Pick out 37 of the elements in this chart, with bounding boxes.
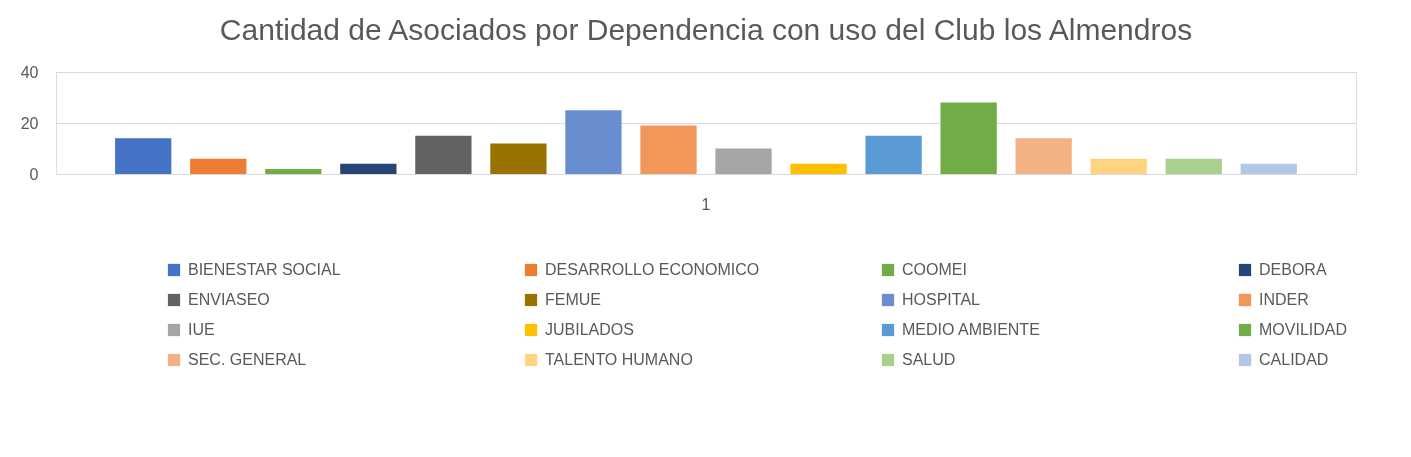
x-tick-label: 1 [701,195,711,213]
bar [715,148,772,174]
bar [940,102,997,174]
bar [565,110,622,174]
legend-label: CALIDAD [1259,351,1329,368]
bar [490,143,547,174]
legend-label: MOVILIDAD [1259,321,1348,338]
bar [640,125,697,174]
y-tick-label: 0 [29,165,39,183]
bar [1240,163,1297,174]
legend-label: HOSPITAL [902,291,981,308]
bar [1090,158,1147,174]
legend-label: IUE [188,321,215,338]
bar [1015,138,1072,174]
legend-label: MEDIO AMBIENTE [902,321,1040,338]
legend-label: SALUD [902,351,956,368]
bar [190,158,247,174]
bar [115,138,172,174]
legend-label: SEC. GENERAL [188,351,307,368]
legend-label: DEBORA [1259,261,1327,278]
bar [790,163,847,174]
legend-label: INDER [1259,291,1309,308]
chart-title: Cantidad de Asociados por Dependencia con uso del Club los Almendros [219,13,1193,46]
legend-label: JUBILADOS [545,321,634,338]
legend-label: COOMEI [902,261,967,278]
legend-label: FEMUE [545,291,601,308]
bar [340,163,397,174]
bar [415,135,472,174]
bar [265,168,322,174]
bar [1165,158,1222,174]
legend-label: TALENTO HUMANO [545,351,693,368]
legend-label: BIENESTAR SOCIAL [188,261,341,278]
legend-label: ENVIASEO [188,291,270,308]
y-tick-label: 20 [20,114,39,132]
legend-label: DESARROLLO ECONOMICO [545,261,760,278]
bar [865,135,922,174]
y-tick-label: 40 [20,63,39,81]
